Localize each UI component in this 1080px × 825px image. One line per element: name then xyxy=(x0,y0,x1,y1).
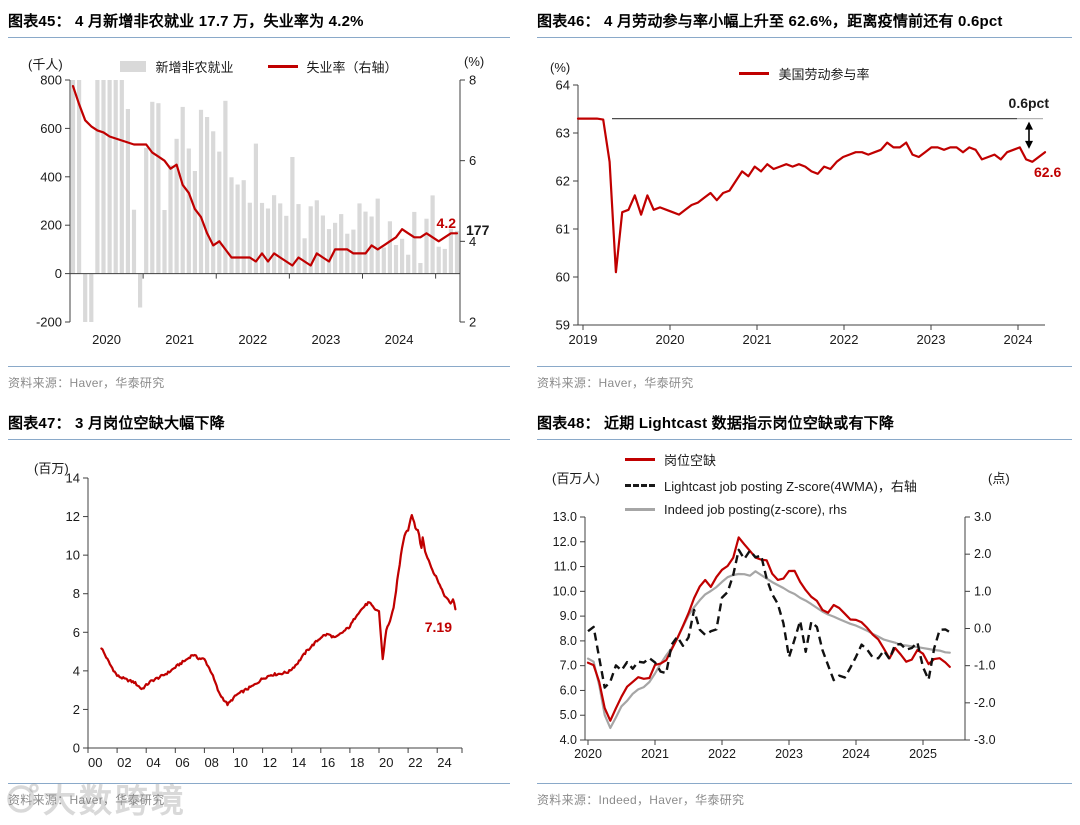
svg-text:2024: 2024 xyxy=(1004,332,1033,347)
figure-48-source: 资料来源：Indeed，Haver，华泰研究 xyxy=(537,783,1072,808)
svg-text:2020: 2020 xyxy=(656,332,685,347)
svg-text:5.0: 5.0 xyxy=(560,708,577,722)
svg-text:64: 64 xyxy=(556,78,570,93)
svg-text:14: 14 xyxy=(66,471,80,486)
figure-47-source: 资料来源：Haver，华泰研究 xyxy=(8,783,510,808)
figure-45-chart: 800 600 400 200 0 -200 8 6 4 2 2020 2021 2022 2023 202… xyxy=(36,73,490,348)
svg-text:2020: 2020 xyxy=(574,747,602,761)
svg-text:2024: 2024 xyxy=(842,747,870,761)
figure-45-source: 资料来源：Haver，华泰研究 xyxy=(8,366,510,391)
svg-text:6: 6 xyxy=(73,625,80,640)
svg-text:2022: 2022 xyxy=(238,332,267,347)
svg-text:2022: 2022 xyxy=(830,332,859,347)
svg-text:200: 200 xyxy=(40,218,62,233)
svg-text:6: 6 xyxy=(469,153,476,168)
svg-text:0.6pct: 0.6pct xyxy=(1009,95,1050,111)
svg-text:59: 59 xyxy=(556,318,570,333)
svg-text:9.0: 9.0 xyxy=(560,609,577,623)
svg-text:04: 04 xyxy=(146,755,160,770)
svg-text:60: 60 xyxy=(556,270,570,285)
svg-text:7.19: 7.19 xyxy=(425,619,452,635)
svg-text:06: 06 xyxy=(175,755,189,770)
svg-text:2022: 2022 xyxy=(708,747,736,761)
svg-text:0.0: 0.0 xyxy=(974,622,991,636)
svg-text:6.0: 6.0 xyxy=(560,683,577,697)
svg-text:14: 14 xyxy=(292,755,306,770)
svg-text:12: 12 xyxy=(66,509,80,524)
figure-46-title: 图表46： 4 月劳动参与率小幅上升至 62.6%，距离疫情前还有 0.6pct xyxy=(537,8,1072,38)
svg-text:4: 4 xyxy=(469,234,476,249)
figure-46-source: 资料来源：Haver，华泰研究 xyxy=(537,366,1072,391)
figure-46-panel: 图表46： 4 月劳动参与率小幅上升至 62.6%，距离疫情前还有 0.6pct… xyxy=(537,8,1072,405)
svg-text:12.0: 12.0 xyxy=(553,535,577,549)
svg-text:7.0: 7.0 xyxy=(560,659,577,673)
svg-text:2020: 2020 xyxy=(92,332,121,347)
svg-text:18: 18 xyxy=(350,755,364,770)
svg-text:61: 61 xyxy=(556,222,570,237)
svg-text:24: 24 xyxy=(437,755,451,770)
svg-text:8: 8 xyxy=(469,73,476,88)
svg-text:63: 63 xyxy=(556,126,570,141)
svg-text:2021: 2021 xyxy=(743,332,772,347)
svg-text:62.6: 62.6 xyxy=(1034,164,1061,180)
svg-text:2: 2 xyxy=(73,702,80,717)
svg-text:-1.0: -1.0 xyxy=(974,659,996,673)
svg-text:62: 62 xyxy=(556,174,570,189)
svg-text:10.0: 10.0 xyxy=(553,584,577,598)
svg-text:2023: 2023 xyxy=(917,332,946,347)
svg-text:800: 800 xyxy=(40,73,62,88)
svg-text:2021: 2021 xyxy=(165,332,194,347)
figure-45-title: 图表45： 4 月新增非农就业 17.7 万，失业率为 4.2% xyxy=(8,8,510,38)
svg-text:20: 20 xyxy=(379,755,393,770)
svg-text:2023: 2023 xyxy=(311,332,340,347)
figure-45-panel: 图表45： 4 月新增非农就业 17.7 万，失业率为 4.2% 800 600 4… xyxy=(8,8,510,405)
svg-text:3.0: 3.0 xyxy=(974,510,991,524)
svg-text:1.0: 1.0 xyxy=(974,584,991,598)
svg-text:-3.0: -3.0 xyxy=(974,733,996,747)
svg-text:2025: 2025 xyxy=(909,747,937,761)
svg-text:16: 16 xyxy=(321,755,335,770)
figure-48-chart: 13.0 12.0 11.0 10.0 9.0 8.0 7.0 6.0 5.0 4.0 3.0 2.0… xyxy=(553,510,996,761)
svg-text:10: 10 xyxy=(234,755,248,770)
svg-text:2021: 2021 xyxy=(641,747,669,761)
svg-text:0: 0 xyxy=(55,266,62,281)
svg-text:4: 4 xyxy=(73,663,80,678)
svg-text:22: 22 xyxy=(408,755,422,770)
source-text: 资料来源：Haver，华泰研究 xyxy=(8,376,165,390)
svg-text:4.2: 4.2 xyxy=(437,215,457,231)
svg-text:13.0: 13.0 xyxy=(553,510,577,524)
svg-text:2019: 2019 xyxy=(569,332,598,347)
figure-48-title: 图表48： 近期 Lightcast 数据指示岗位空缺或有下降 xyxy=(537,410,1072,440)
svg-text:4.0: 4.0 xyxy=(560,733,577,747)
source-text: 资料来源：Haver，华泰研究 xyxy=(537,376,694,390)
svg-text:0: 0 xyxy=(73,741,80,756)
svg-text:2023: 2023 xyxy=(775,747,803,761)
figure-47-title: 图表47： 3 月岗位空缺大幅下降 xyxy=(8,410,510,440)
svg-text:2.0: 2.0 xyxy=(974,547,991,561)
svg-text:600: 600 xyxy=(40,121,62,136)
source-text: 资料来源：Indeed，Haver，华泰研究 xyxy=(537,793,745,807)
svg-text:00: 00 xyxy=(88,755,102,770)
svg-text:2024: 2024 xyxy=(385,332,414,347)
svg-text:8.0: 8.0 xyxy=(560,634,577,648)
svg-text:-2.0: -2.0 xyxy=(974,696,996,710)
svg-text:177: 177 xyxy=(466,222,490,238)
svg-text:2: 2 xyxy=(469,315,476,330)
svg-text:12: 12 xyxy=(263,755,277,770)
svg-text:10: 10 xyxy=(66,548,80,563)
source-text: 资料来源：Haver，华泰研究 xyxy=(8,793,165,807)
svg-text:400: 400 xyxy=(40,169,62,184)
svg-text:8: 8 xyxy=(73,586,80,601)
svg-text:-200: -200 xyxy=(36,315,62,330)
svg-text:02: 02 xyxy=(117,755,131,770)
figure-47-panel: 图表47： 3 月岗位空缺大幅下降 14 12 10 8 6 4 2 0 00 02 04 06 08 1… xyxy=(8,410,510,820)
figure-48-panel: 图表48： 近期 Lightcast 数据指示岗位空缺或有下降 13.0 12.0… xyxy=(537,410,1072,820)
svg-text:11.0: 11.0 xyxy=(554,560,577,574)
svg-text:08: 08 xyxy=(204,755,218,770)
